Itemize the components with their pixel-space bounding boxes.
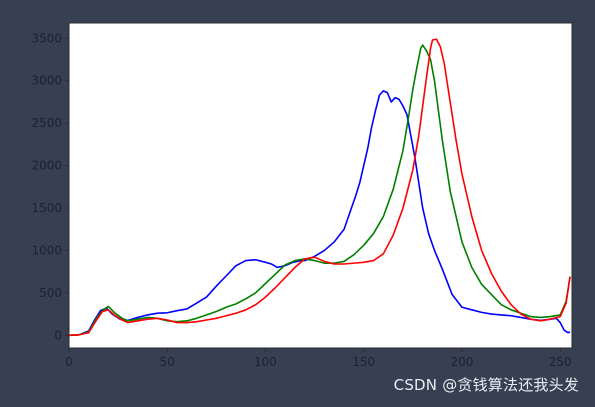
x-tick-label: 200 xyxy=(451,355,474,369)
series-line-1 xyxy=(68,90,571,337)
series-line-2 xyxy=(68,44,571,337)
x-tick-label: 150 xyxy=(352,355,375,369)
y-axis: 0 500 1000 1500 2000 2500 3000 3500 xyxy=(31,31,69,342)
y-tick-label: 1500 xyxy=(31,201,62,215)
y-tick-label: 3500 xyxy=(31,31,62,45)
x-tick-label: 100 xyxy=(254,355,277,369)
y-tick-label: 3000 xyxy=(31,74,62,88)
x-tick-label: 50 xyxy=(160,355,175,369)
x-tick-label: 250 xyxy=(549,355,572,369)
y-tick-label: 1000 xyxy=(31,243,62,257)
watermark-text: CSDN @贪钱算法还我头发 xyxy=(393,376,579,394)
y-tick-label: 2500 xyxy=(31,116,62,130)
x-axis: 0 50 100 150 200 250 xyxy=(65,348,572,369)
x-tick-label: 0 xyxy=(65,355,73,369)
y-tick-label: 500 xyxy=(39,286,62,300)
plot-area xyxy=(68,22,573,349)
series-line-3 xyxy=(68,38,571,337)
y-tick-label: 2000 xyxy=(31,159,62,173)
y-tick-label: 0 xyxy=(54,328,62,342)
series-layer xyxy=(68,38,571,337)
